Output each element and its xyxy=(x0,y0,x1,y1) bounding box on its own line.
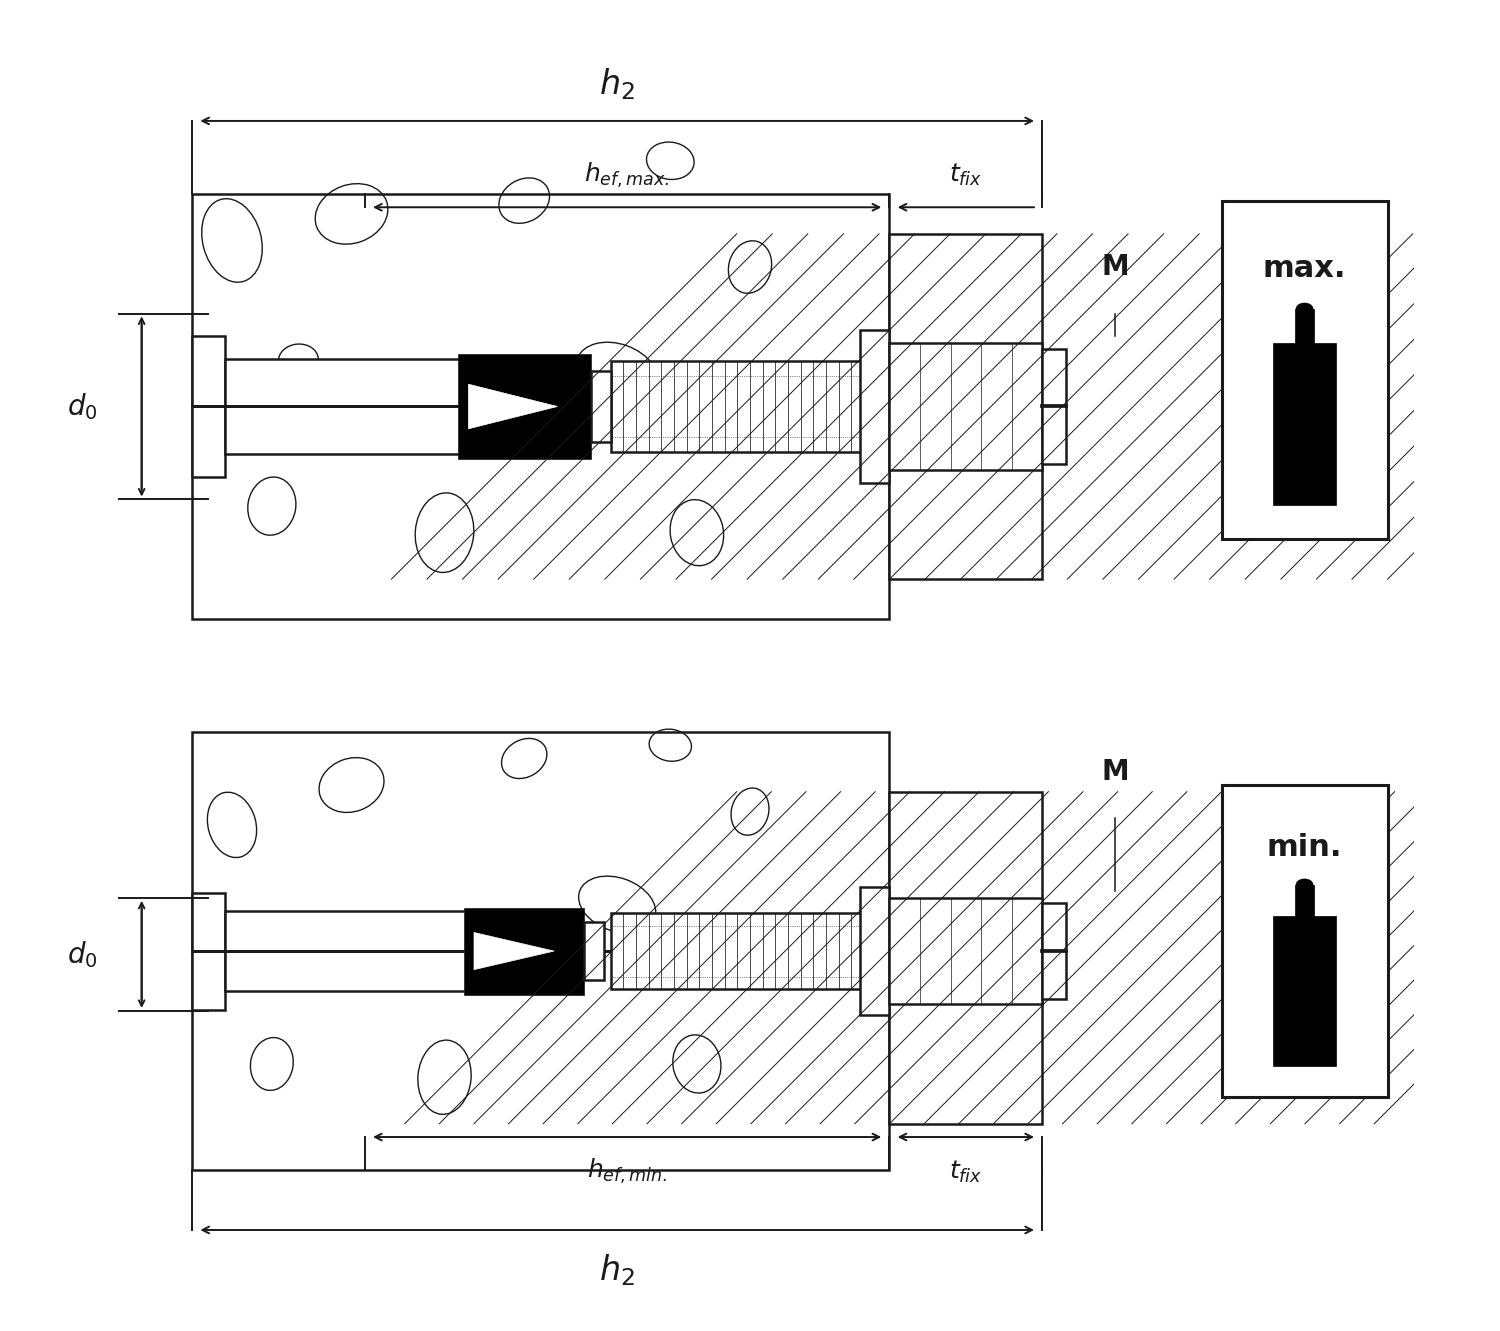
Text: max.: max. xyxy=(1263,254,1347,284)
Bar xyxy=(610,913,890,989)
Bar xyxy=(225,358,484,454)
Text: $d_0$: $d_0$ xyxy=(66,391,98,422)
Text: $h_{ef, min.}$: $h_{ef, min.}$ xyxy=(586,1157,668,1186)
Bar xyxy=(610,361,890,453)
Bar xyxy=(584,922,604,981)
Bar xyxy=(225,912,484,990)
Bar xyxy=(890,234,1042,579)
Bar xyxy=(1274,343,1336,506)
Bar xyxy=(1042,904,1066,998)
Polygon shape xyxy=(474,933,554,970)
Bar xyxy=(1294,309,1314,343)
Text: $h_2$: $h_2$ xyxy=(600,1252,634,1287)
Bar xyxy=(890,792,1042,1123)
Bar xyxy=(1221,785,1388,1097)
Bar xyxy=(859,330,889,483)
Text: M: M xyxy=(1101,253,1130,281)
Bar xyxy=(192,732,890,1170)
Text: $t_{fix}$: $t_{fix}$ xyxy=(950,162,982,189)
Text: M: M xyxy=(1101,757,1130,785)
Bar xyxy=(890,343,1042,470)
Text: $h_2$: $h_2$ xyxy=(600,67,634,101)
Bar xyxy=(591,371,610,442)
Bar xyxy=(1294,885,1314,916)
Bar xyxy=(1274,916,1336,1066)
Bar xyxy=(192,337,225,476)
Text: $h_{ef, max.}$: $h_{ef, max.}$ xyxy=(585,161,670,190)
Polygon shape xyxy=(468,385,558,429)
Bar xyxy=(859,888,889,1014)
Bar xyxy=(1042,349,1066,465)
Bar xyxy=(465,908,584,994)
Text: $t_{fix}$: $t_{fix}$ xyxy=(950,1158,982,1185)
Bar xyxy=(192,194,890,619)
Bar xyxy=(458,354,591,459)
Bar xyxy=(890,898,1042,1004)
Bar xyxy=(1221,201,1388,539)
Text: min.: min. xyxy=(1268,833,1342,862)
Ellipse shape xyxy=(1296,303,1312,315)
Bar xyxy=(192,893,225,1009)
Text: $d_0$: $d_0$ xyxy=(66,938,98,970)
Ellipse shape xyxy=(1296,878,1312,890)
